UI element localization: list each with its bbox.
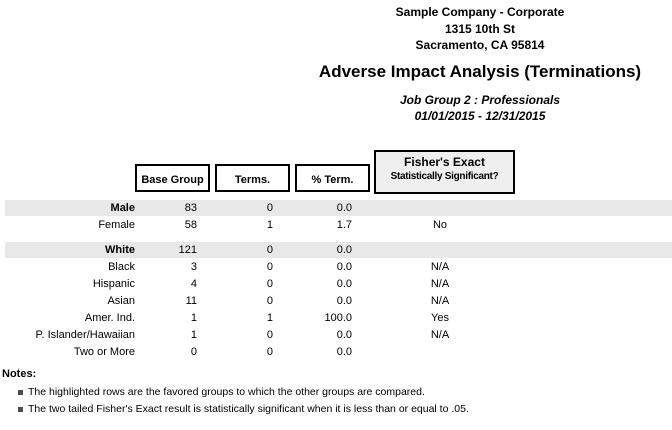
fisher-result-cell: N/A xyxy=(430,295,450,307)
fisher-result-cell: Yes xyxy=(431,312,449,324)
base-group-header-label: Base Group xyxy=(141,174,204,186)
column-header-terms: Terms. xyxy=(215,164,290,192)
fisher-result-cell: N/A xyxy=(430,278,450,290)
base-group-cell: 4 xyxy=(190,278,197,290)
group-label-cell: Female xyxy=(98,219,135,231)
note-item: The two tailed Fisher's Exact result is … xyxy=(2,401,662,418)
note-text: The two tailed Fisher's Exact result is … xyxy=(28,403,469,415)
group-label-cell: Amer. Ind. xyxy=(84,312,135,324)
pct-term-header-label: % Term. xyxy=(311,174,354,186)
table-row: Amer. Ind. 1 1 100.0 Yes xyxy=(0,310,672,327)
table-row: P. Islander/Hawaiian 1 0 0.0 N/A xyxy=(0,327,672,344)
group-label-cell: Two or More xyxy=(73,346,135,358)
notes-section: Notes: The highlighted rows are the favo… xyxy=(2,368,662,418)
base-group-cell: 11 xyxy=(185,295,197,307)
group-label-cell: P. Islander/Hawaiian xyxy=(35,329,135,341)
fisher-result-cell xyxy=(352,242,528,259)
group-label-cell: Male xyxy=(110,202,135,214)
terms-cell: 0 xyxy=(266,346,273,358)
terms-cell: 0 xyxy=(266,244,273,256)
table-row: Asian 11 0 0.0 N/A xyxy=(0,293,672,310)
column-header-pct-term: % Term. xyxy=(295,164,370,192)
table-row: Hispanic 4 0 0.0 N/A xyxy=(0,276,672,293)
fisher-result-cell: No xyxy=(432,219,448,231)
terms-header-label: Terms. xyxy=(234,174,271,186)
group-label-cell: Asian xyxy=(107,295,135,307)
pct-term-cell: 0.0 xyxy=(336,278,352,290)
terms-cell: 0 xyxy=(266,261,273,273)
table-row: Two or More 0 0 0.0 xyxy=(0,344,672,361)
group-label-cell: White xyxy=(105,244,135,256)
terms-cell: 0 xyxy=(266,202,273,214)
note-text: The highlighted rows are the favored gro… xyxy=(28,386,425,398)
pct-term-cell: 0.0 xyxy=(336,346,352,358)
base-group-cell: 0 xyxy=(190,346,197,358)
company-city-state: Sacramento, CA 95814 xyxy=(415,38,545,52)
bullet-square-icon xyxy=(18,390,23,395)
terms-cell: 0 xyxy=(266,278,273,290)
company-name: Sample Company - Corporate xyxy=(395,5,565,19)
base-group-cell: 83 xyxy=(184,202,197,214)
group-label-cell: Hispanic xyxy=(92,278,135,290)
fisher-result-cell xyxy=(352,200,528,217)
pct-term-cell: 0.0 xyxy=(336,244,352,256)
base-group-cell: 1 xyxy=(190,329,197,341)
column-header-fishers-exact: Fisher's Exact Statistically Significant… xyxy=(374,150,515,194)
table-body: Male 83 0 0.0 Female 58 1 1.7 No White 1… xyxy=(0,200,672,361)
table-row: Black 3 0 0.0 N/A xyxy=(0,259,672,276)
notes-list: The highlighted rows are the favored gro… xyxy=(2,384,662,418)
notes-label: Notes: xyxy=(2,368,37,380)
terms-cell: 1 xyxy=(266,219,273,231)
pct-term-cell: 100.0 xyxy=(324,312,352,324)
report-title: Adverse Impact Analysis (Terminations) xyxy=(318,62,642,81)
pct-term-cell: 1.7 xyxy=(336,219,352,231)
job-group-subtitle: Job Group 2 : Professionals xyxy=(399,93,561,107)
terms-cell: 1 xyxy=(266,312,273,324)
pct-term-cell: 0.0 xyxy=(336,329,352,341)
terms-cell: 0 xyxy=(266,329,273,341)
fisher-result-cell xyxy=(352,344,528,361)
group-label-cell: Black xyxy=(108,261,135,273)
company-address: 1315 10th St xyxy=(444,22,516,36)
base-group-cell: 121 xyxy=(178,244,197,256)
pct-term-cell: 0.0 xyxy=(336,261,352,273)
base-group-cell: 1 xyxy=(190,312,197,324)
table-row: White 121 0 0.0 xyxy=(0,242,672,259)
column-header-base-group: Base Group xyxy=(135,164,210,192)
bullet-square-icon xyxy=(18,407,23,412)
table-row: Male 83 0 0.0 xyxy=(0,200,672,217)
pct-term-cell: 0.0 xyxy=(336,295,352,307)
note-item: The highlighted rows are the favored gro… xyxy=(2,384,662,401)
statistically-significant-label: Statistically Significant? xyxy=(390,171,499,182)
fisher-result-cell: N/A xyxy=(430,329,450,341)
base-group-cell: 58 xyxy=(184,219,197,231)
base-group-cell: 3 xyxy=(190,261,197,273)
fishers-exact-label: Fisher's Exact xyxy=(404,155,485,169)
pct-term-cell: 0.0 xyxy=(336,202,352,214)
date-range: 01/01/2015 - 12/31/2015 xyxy=(414,109,546,123)
terms-cell: 0 xyxy=(266,295,273,307)
fisher-result-cell: N/A xyxy=(430,261,450,273)
table-row: Female 58 1 1.7 No xyxy=(0,217,672,234)
